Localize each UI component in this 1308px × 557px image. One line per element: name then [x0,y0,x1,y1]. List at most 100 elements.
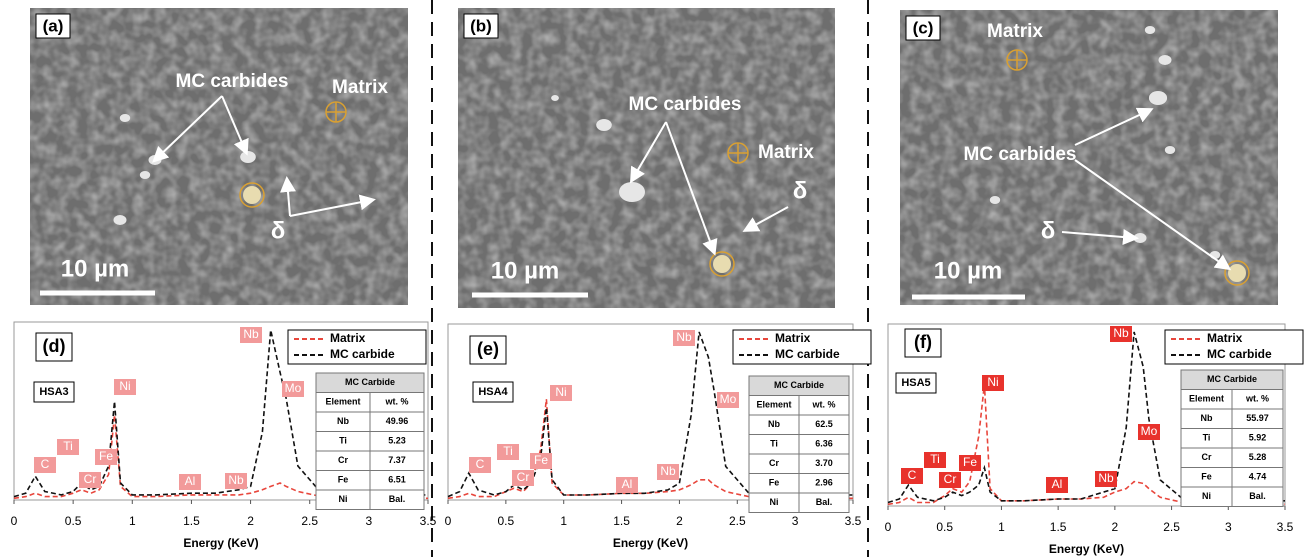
x-tick-label: 2 [247,514,254,528]
table-value: Ni [770,497,779,507]
sample-label: HSA5 [901,377,930,389]
carbide-particle [1159,55,1172,65]
peak-label: Nb [243,327,259,341]
peak-label: Fe [963,455,977,469]
peak-label: Nb [1098,471,1114,485]
legend-label: MC carbide [775,347,840,361]
panel-label: (a) [43,16,64,35]
peak-label: Nb [660,464,676,478]
panel-label: (d) [43,336,66,356]
carbide-particle [619,182,645,202]
annotation: MC carbides [176,71,289,92]
table-value: Cr [1201,452,1211,462]
table-value: Ti [339,436,347,446]
table-value: 5.23 [388,436,406,446]
table-header: wt. % [811,400,835,410]
annotation: Matrix [332,77,388,98]
table-value: 4.74 [1249,472,1267,482]
peak-label: Ni [119,379,130,393]
table-title: MC Carbide [345,377,395,387]
peak-label: Ti [63,439,73,453]
table-value: Nb [337,416,349,426]
table-value: Bal. [1249,491,1266,501]
legend-label: MC carbide [1207,347,1272,361]
peak-label: Al [622,477,633,491]
panel-label: (b) [470,16,492,35]
table-value: Nb [1201,413,1213,423]
table-value: Fe [769,478,780,488]
peak-label: Ni [987,375,998,389]
peak-label: Fe [99,449,113,463]
legend-label: MC carbide [330,347,395,361]
peak-label: Cr [944,472,957,486]
scale-bar-label: 10 µm [61,255,130,282]
legend-label: Matrix [775,331,811,345]
x-tick-label: 3.5 [420,514,437,528]
peak-label: Ti [503,444,513,458]
peak-label: Cr [84,472,97,486]
x-tick-label: 0.5 [936,520,953,534]
x-tick-label: 3 [792,514,799,528]
sample-label: HSA4 [478,386,508,398]
table-value: 2.96 [815,478,833,488]
table-value: Ni [1202,491,1211,501]
carbide-particle [1134,233,1147,243]
table-header: wt. % [1245,394,1269,404]
x-tick-label: 2.5 [301,514,318,528]
panel-label: (c) [913,18,934,37]
carbide-particle [1228,264,1246,282]
carbide-particle [1145,26,1155,34]
carbide-particle [140,171,150,179]
table-value: Cr [338,455,348,465]
peak-label: Al [1052,477,1063,491]
peak-label: Nb [1113,326,1129,340]
carbide-particle [120,114,130,122]
annotation: δ [793,177,808,204]
table-header: Element [756,400,791,410]
x-tick-label: 2.5 [1163,520,1180,534]
x-tick-label: 1 [129,514,136,528]
table-title: MC Carbide [1207,374,1257,384]
carbide-particle [1149,91,1167,105]
carbide-particle [240,151,256,163]
legend-label: Matrix [330,331,366,345]
figure: (a) MC carbides Matrix δ 10 µm (b) MC carbides… [0,0,1308,557]
x-tick-label: 2 [676,514,683,528]
table-value: Bal. [816,497,833,507]
table-value: 49.96 [386,416,409,426]
x-tick-label: 0.5 [498,514,515,528]
table-header: wt. % [384,397,408,407]
x-tick-label: 1.5 [613,514,630,528]
carbide-particle [596,119,612,131]
x-tick-label: 2 [1112,520,1119,534]
table-header: Element [1189,394,1224,404]
x-axis-label: Energy (KeV) [183,536,258,550]
peak-label: Ni [555,385,566,399]
x-tick-label: 3.5 [1277,520,1294,534]
table-title: MC Carbide [774,380,824,390]
x-tick-label: 1 [998,520,1005,534]
table-value: 6.51 [388,475,406,485]
peak-label: Nb [676,330,692,344]
table-value: Bal. [389,494,406,504]
table-value: Ti [1203,433,1211,443]
table-value: 5.28 [1249,452,1267,462]
x-tick-label: 0 [11,514,18,528]
table-value: Nb [768,419,780,429]
legend-label: Matrix [1207,331,1243,345]
annotation: MC carbides [964,144,1077,165]
carbide-particle [713,255,731,273]
table-value: Fe [338,475,349,485]
peak-label: Mo [720,392,737,406]
x-tick-label: 0.5 [65,514,82,528]
carbide-particle [1165,146,1175,154]
panel-label: (e) [477,339,499,359]
annotation: δ [271,217,286,244]
x-tick-label: 3 [1225,520,1232,534]
peak-label: Mo [285,381,302,395]
carbide-particle [551,95,559,101]
scale-bar-label: 10 µm [934,257,1003,284]
peak-label: C [908,468,917,482]
peak-label: Ti [930,452,940,466]
table-value: 55.97 [1246,413,1269,423]
